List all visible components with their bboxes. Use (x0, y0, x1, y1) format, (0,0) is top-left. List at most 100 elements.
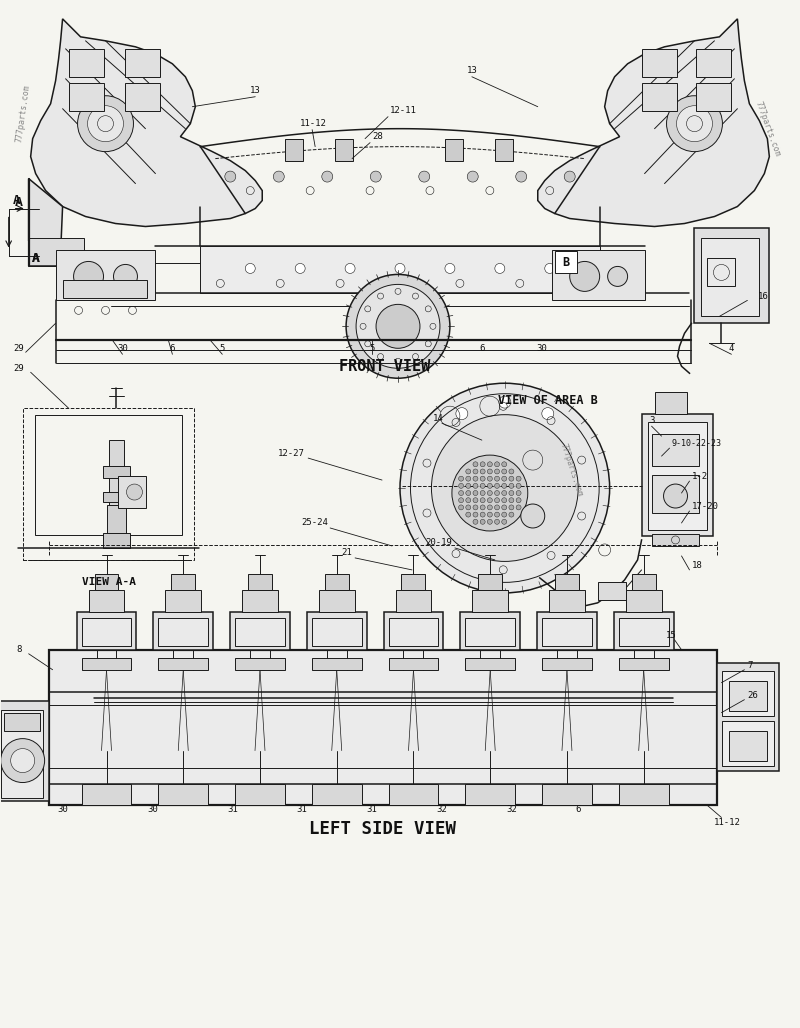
Circle shape (473, 462, 478, 467)
Bar (126, 82, 161, 111)
Circle shape (495, 263, 505, 273)
Bar (694, 228, 770, 324)
Bar (707, 258, 735, 287)
Circle shape (295, 263, 305, 273)
Circle shape (480, 462, 485, 467)
Bar (466, 618, 515, 646)
Text: 777parts.com: 777parts.com (559, 442, 585, 498)
Bar (154, 612, 213, 650)
Bar (642, 48, 677, 77)
Text: 30: 30 (58, 805, 68, 814)
Circle shape (395, 263, 405, 273)
Circle shape (487, 476, 492, 481)
Circle shape (502, 483, 506, 488)
Text: 7: 7 (747, 661, 753, 670)
Circle shape (516, 171, 526, 182)
Circle shape (114, 264, 138, 289)
Text: VIEW A-A: VIEW A-A (82, 577, 135, 587)
Circle shape (487, 483, 492, 488)
Bar (106, 505, 126, 535)
Circle shape (509, 483, 514, 488)
Circle shape (608, 266, 628, 287)
Text: 13: 13 (466, 66, 478, 75)
Bar (389, 783, 438, 806)
Circle shape (502, 490, 506, 495)
Bar (94, 574, 118, 590)
Text: 777parts.com: 777parts.com (753, 100, 782, 157)
Bar (642, 414, 714, 536)
Bar (395, 590, 431, 612)
Circle shape (246, 263, 255, 273)
Text: 29: 29 (14, 343, 24, 353)
Circle shape (487, 519, 492, 524)
Bar (312, 658, 362, 669)
Circle shape (480, 505, 485, 510)
Circle shape (509, 476, 514, 481)
Text: 1-2: 1-2 (691, 472, 708, 480)
Circle shape (458, 483, 463, 488)
Bar (1, 709, 42, 798)
Circle shape (516, 483, 521, 488)
Text: 8: 8 (16, 646, 22, 654)
Circle shape (473, 512, 478, 517)
Circle shape (502, 519, 506, 524)
Text: 31: 31 (297, 805, 307, 814)
Bar (82, 783, 131, 806)
Bar (614, 612, 674, 650)
Circle shape (502, 512, 506, 517)
Bar (126, 48, 161, 77)
Circle shape (542, 408, 554, 419)
Text: 20-19: 20-19 (425, 539, 452, 548)
Circle shape (677, 106, 713, 142)
Circle shape (466, 483, 470, 488)
Circle shape (346, 274, 450, 378)
Circle shape (502, 505, 506, 510)
Circle shape (509, 512, 514, 517)
Circle shape (370, 171, 382, 182)
Circle shape (473, 469, 478, 474)
Bar (235, 783, 285, 806)
Polygon shape (552, 251, 645, 300)
Bar (4, 712, 40, 731)
Circle shape (564, 171, 575, 182)
Circle shape (356, 285, 440, 368)
Bar (158, 783, 208, 806)
Circle shape (502, 469, 506, 474)
Circle shape (400, 383, 610, 593)
Text: 4: 4 (729, 343, 734, 353)
Circle shape (458, 476, 463, 481)
Text: 31: 31 (366, 805, 378, 814)
Bar (460, 612, 520, 650)
Circle shape (445, 263, 455, 273)
Circle shape (480, 490, 485, 495)
Bar (118, 476, 146, 508)
Circle shape (509, 490, 514, 495)
Circle shape (502, 462, 506, 467)
Text: 28: 28 (372, 133, 382, 141)
Circle shape (487, 462, 492, 467)
Text: 12-27: 12-27 (278, 448, 305, 457)
Text: FRONT VIEW: FRONT VIEW (339, 359, 430, 374)
Circle shape (663, 484, 687, 508)
Circle shape (494, 483, 499, 488)
Circle shape (345, 263, 355, 273)
Circle shape (473, 505, 478, 510)
Bar (102, 492, 130, 502)
Bar (549, 590, 585, 612)
Bar (158, 618, 208, 646)
Bar (537, 612, 597, 650)
Circle shape (516, 490, 521, 495)
Bar (651, 475, 699, 513)
Bar (718, 663, 779, 771)
Circle shape (487, 469, 492, 474)
Bar (555, 574, 579, 590)
Text: 30: 30 (147, 805, 158, 814)
Circle shape (458, 505, 463, 510)
Bar (82, 618, 131, 646)
Text: 6: 6 (170, 343, 175, 353)
Bar (158, 658, 208, 669)
Circle shape (494, 490, 499, 495)
Bar (325, 574, 349, 590)
Bar (651, 534, 699, 546)
Text: 6: 6 (575, 805, 580, 814)
